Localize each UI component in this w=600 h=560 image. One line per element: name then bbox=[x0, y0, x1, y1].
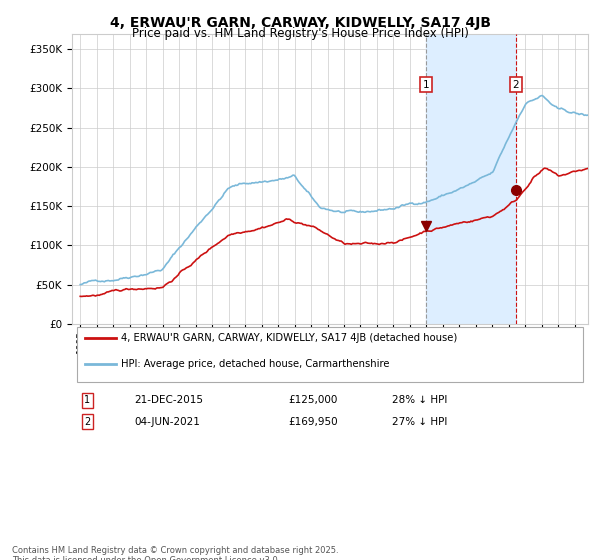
Text: Contains HM Land Registry data © Crown copyright and database right 2025.
This d: Contains HM Land Registry data © Crown c… bbox=[12, 546, 338, 560]
Text: 21-DEC-2015: 21-DEC-2015 bbox=[134, 395, 203, 405]
Text: 2: 2 bbox=[512, 80, 519, 90]
Bar bbox=[426, 34, 516, 324]
FancyBboxPatch shape bbox=[77, 327, 583, 382]
Text: 04-JUN-2021: 04-JUN-2021 bbox=[134, 417, 200, 427]
Text: 28% ↓ HPI: 28% ↓ HPI bbox=[392, 395, 447, 405]
Text: 1: 1 bbox=[85, 395, 91, 405]
Text: 27% ↓ HPI: 27% ↓ HPI bbox=[392, 417, 447, 427]
Text: 1: 1 bbox=[422, 80, 429, 90]
Text: HPI: Average price, detached house, Carmarthenshire: HPI: Average price, detached house, Carm… bbox=[121, 359, 389, 369]
Text: £169,950: £169,950 bbox=[289, 417, 338, 427]
Text: 4, ERWAU'R GARN, CARWAY, KIDWELLY, SA17 4JB (detached house): 4, ERWAU'R GARN, CARWAY, KIDWELLY, SA17 … bbox=[121, 333, 457, 343]
Text: £125,000: £125,000 bbox=[289, 395, 338, 405]
Text: 2: 2 bbox=[85, 417, 91, 427]
Text: 4, ERWAU'R GARN, CARWAY, KIDWELLY, SA17 4JB: 4, ERWAU'R GARN, CARWAY, KIDWELLY, SA17 … bbox=[110, 16, 491, 30]
Text: Price paid vs. HM Land Registry's House Price Index (HPI): Price paid vs. HM Land Registry's House … bbox=[131, 27, 469, 40]
